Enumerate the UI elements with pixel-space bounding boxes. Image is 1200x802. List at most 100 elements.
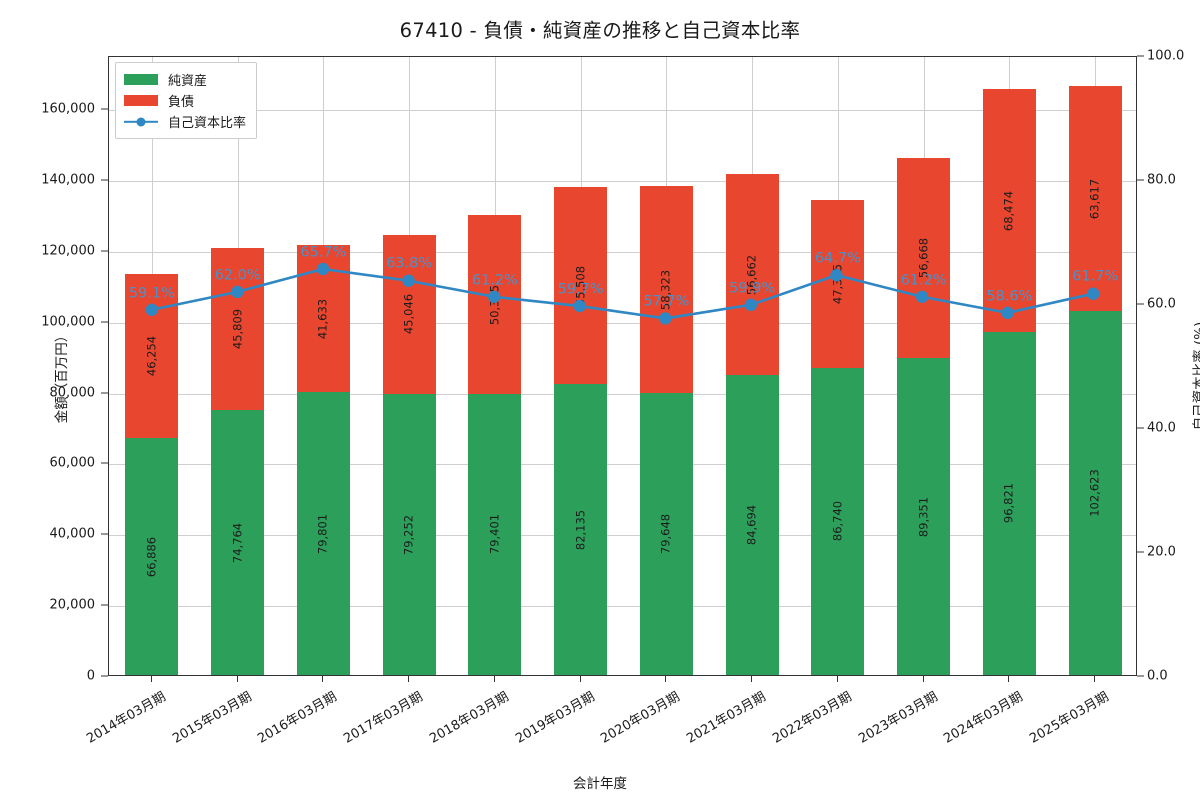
x-axis-tick-mark — [665, 676, 667, 682]
bar-value-label-debt: 47,335 — [830, 263, 845, 304]
ratio-value-label: 64.7% — [814, 250, 861, 267]
y-axis-right-tick-label: 80.0 — [1147, 172, 1176, 188]
bar-value-label-equity: 66,886 — [144, 536, 159, 577]
x-axis-label: 会計年度 — [573, 776, 627, 792]
bar-value-label-debt: 45,809 — [229, 308, 244, 350]
bar-stack[interactable]: 82,135 55,508 — [554, 187, 608, 675]
bar-value-label-debt: 63,617 — [1087, 178, 1102, 219]
y-axis-left-tick-mark — [101, 392, 108, 394]
ratio-value-label: 61.7% — [1072, 268, 1119, 285]
bar-segment-equity[interactable]: 66,886 — [125, 438, 179, 675]
ratio-value-label: 59.1% — [128, 285, 175, 302]
y-axis-left-tick-mark — [101, 533, 108, 535]
y-axis-left-tick-label: 80,000 — [49, 385, 96, 401]
bar-value-label-equity: 89,351 — [915, 496, 930, 537]
bar-segment-equity[interactable]: 102,623 — [1068, 311, 1122, 675]
bar-segment-debt[interactable]: 47,335 — [811, 200, 865, 368]
bar-segment-debt[interactable]: 50,335 — [468, 215, 522, 394]
bar-stack[interactable]: 66,886 46,254 — [125, 274, 179, 675]
y-axis-right-tick-label: 60.0 — [1147, 296, 1176, 312]
ratio-value-label: 61.2% — [900, 272, 947, 289]
legend-line-ratio — [124, 116, 158, 127]
bar-stack[interactable]: 102,623 63,617 — [1068, 86, 1122, 675]
gridline-horizontal — [109, 181, 1136, 182]
bar-stack[interactable]: 86,740 47,335 — [811, 200, 865, 675]
y-axis-left-tick-label: 40,000 — [49, 526, 96, 542]
bar-value-label-equity: 79,252 — [401, 514, 416, 555]
legend-label-ratio: 自己資本比率 — [168, 116, 247, 131]
y-axis-left-tick-label: 20,000 — [49, 597, 96, 613]
y-axis-left-tick-label: 60,000 — [49, 455, 96, 471]
y-axis-left-tick-mark — [101, 250, 108, 252]
y-axis-right-tick-mark — [1137, 427, 1144, 429]
y-axis-right-tick-label: 0.0 — [1147, 668, 1168, 684]
bar-segment-equity[interactable]: 89,351 — [897, 358, 951, 675]
bar-value-label-debt: 45,046 — [401, 294, 416, 335]
bar-segment-equity[interactable]: 74,764 — [211, 410, 265, 675]
bar-value-label-debt: 41,633 — [315, 298, 330, 339]
bar-segment-equity[interactable]: 79,801 — [296, 392, 350, 675]
y-axis-right-tick-mark — [1137, 551, 1144, 553]
ratio-value-label: 59.7% — [557, 281, 604, 298]
bar-segment-equity[interactable]: 79,252 — [382, 394, 436, 675]
bar-value-label-debt: 46,254 — [144, 335, 159, 377]
y-axis-right-tick-label: 20.0 — [1147, 544, 1176, 560]
bar-segment-equity[interactable]: 86,740 — [811, 367, 865, 675]
gridline-horizontal — [109, 464, 1136, 466]
bar-value-label-equity: 74,764 — [229, 522, 244, 563]
bar-segment-debt[interactable]: 41,633 — [296, 244, 350, 393]
x-axis-tick-mark — [922, 676, 924, 682]
x-axis-tick-mark — [493, 676, 495, 682]
bar-segment-equity[interactable]: 79,648 — [639, 392, 693, 675]
gridline-horizontal — [109, 251, 1136, 253]
chart-title: 67410 - 負債・純資産の推移と自己資本比率 — [399, 19, 801, 42]
ratio-value-label: 57.7% — [643, 293, 690, 310]
ratio-value-label: 61.2% — [471, 272, 518, 289]
y-axis-left-tick-mark — [101, 321, 108, 323]
plot-area: 66,886 46,254 74,764 45,809 79,801 41,633 79,2… — [108, 56, 1137, 676]
y-axis-right-tick-mark — [1137, 675, 1144, 677]
y-axis-left-tick-mark — [101, 604, 108, 606]
y-axis-right-tick-label: 100.0 — [1147, 48, 1185, 64]
legend-label-equity: 純資産 — [168, 74, 208, 89]
bar-segment-debt[interactable]: 58,323 — [639, 186, 693, 393]
bar-segment-equity[interactable]: 84,694 — [725, 374, 779, 675]
ratio-value-label: 62.0% — [214, 267, 261, 284]
x-axis-tick-mark — [836, 676, 838, 682]
bar-stack[interactable]: 79,801 41,633 — [296, 244, 350, 675]
bar-value-label-equity: 82,135 — [572, 509, 587, 550]
y-axis-left-tick-label: 160,000 — [41, 101, 95, 117]
bar-stack[interactable]: 79,648 58,323 — [639, 186, 693, 675]
x-axis-tick-mark — [150, 676, 152, 682]
legend-item-debt: 負債 — [124, 90, 246, 111]
bar-stack[interactable]: 79,252 45,046 — [382, 234, 436, 675]
y-axis-right-label: 自己資本比率 (%) — [1192, 321, 1200, 431]
bar-stack[interactable]: 74,764 45,809 — [211, 247, 265, 675]
y-axis-right-tick-mark — [1137, 303, 1144, 305]
bar-segment-debt[interactable]: 56,662 — [725, 174, 779, 375]
legend-item-ratio: 自己資本比率 — [124, 111, 246, 132]
bar-value-label-debt: 50,335 — [487, 284, 502, 325]
ratio-value-label: 59.9% — [729, 280, 776, 297]
ratio-value-label: 63.8% — [386, 255, 433, 272]
bar-segment-debt[interactable]: 56,668 — [897, 157, 951, 359]
bar-segment-equity[interactable]: 96,821 — [982, 331, 1036, 675]
x-axis-tick-mark — [1094, 676, 1096, 682]
y-axis-left-tick-label: 140,000 — [41, 172, 95, 188]
y-axis-left-tick-mark — [101, 462, 108, 464]
bar-stack[interactable]: 84,694 56,662 — [725, 174, 779, 675]
y-axis-right-tick-mark — [1137, 55, 1144, 57]
legend-item-equity: 純資産 — [124, 69, 246, 90]
legend-label-debt: 負債 — [168, 95, 195, 110]
legend-swatch-debt — [124, 95, 158, 106]
bar-stack[interactable]: 89,351 56,668 — [897, 157, 951, 675]
y-axis-left-tick-label: 0 — [86, 668, 95, 684]
bar-segment-equity[interactable]: 79,401 — [468, 393, 522, 675]
bar-value-label-equity: 79,401 — [487, 514, 502, 555]
gridline-horizontal — [109, 110, 1136, 112]
bar-stack[interactable]: 96,821 68,474 — [982, 89, 1036, 675]
x-axis-tick-mark — [322, 676, 324, 682]
bar-value-label-debt: 68,474 — [1001, 190, 1016, 231]
bar-segment-equity[interactable]: 82,135 — [554, 384, 608, 675]
